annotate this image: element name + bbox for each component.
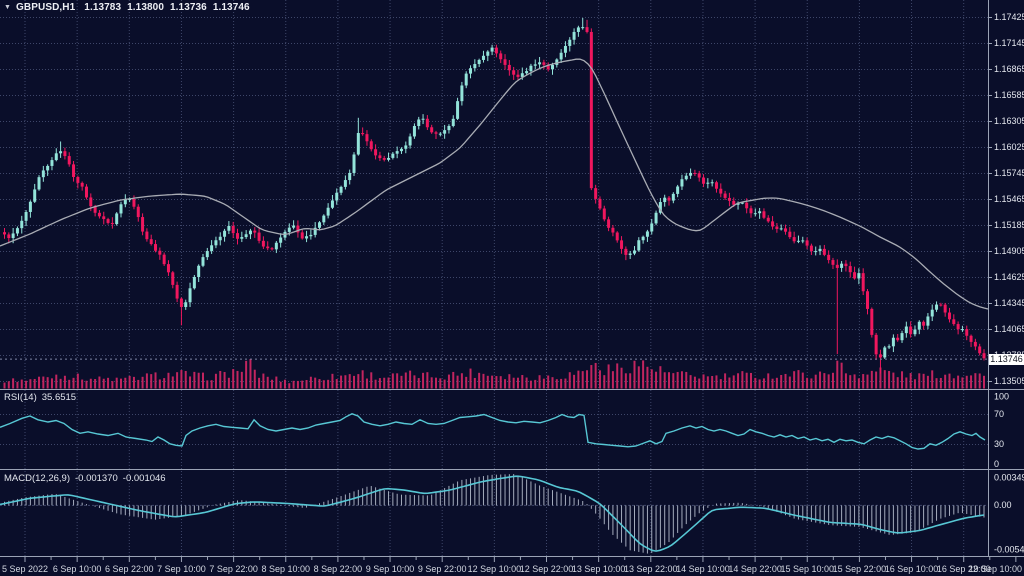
time-axis-label: 14 Sep 22:00 <box>728 564 782 574</box>
svg-text:1.14905: 1.14905 <box>994 246 1024 256</box>
macd-signal-value: -0.001046 <box>122 472 166 484</box>
macd-signal-line <box>0 475 985 552</box>
volume-bars <box>3 359 986 389</box>
svg-text:0: 0 <box>994 459 999 469</box>
symbol-dropdown-icon[interactable]: ▼ <box>4 4 12 11</box>
time-axis-label: 12 Sep 22:00 <box>520 564 574 574</box>
time-axis-label: 14 Sep 10:00 <box>676 564 730 574</box>
quote-close-value: 1.13746 <box>212 2 250 13</box>
time-axis-label: 6 Sep 22:00 <box>105 564 154 574</box>
macd-main-value: -0.001370 <box>75 472 118 484</box>
svg-text:70: 70 <box>994 409 1004 419</box>
svg-text:1.17145: 1.17145 <box>994 38 1024 48</box>
svg-text:0.003497: 0.003497 <box>994 472 1024 482</box>
time-axis-label: 9 Sep 10:00 <box>366 564 415 574</box>
time-scale[interactable] <box>0 557 1024 576</box>
macd-indicator-label: MACD(12,26,9) -0.001370 -0.001046 <box>4 473 171 484</box>
rsi-name: RSI(14) <box>4 392 37 403</box>
time-axis-label: 16 Sep 22:00 <box>937 564 991 574</box>
time-axis[interactable]: 5 Sep 2022 6 Sep 10:006 Sep 22:007 Sep 10… <box>2 557 1022 574</box>
svg-text:30: 30 <box>994 439 1004 449</box>
svg-text:0.00: 0.00 <box>994 500 1012 510</box>
svg-text:1.16025: 1.16025 <box>994 142 1024 152</box>
svg-text:1.15185: 1.15185 <box>994 220 1024 230</box>
symbol-quote-strip[interactable]: ▼ GBPUSD,H1 1.13783 1.13800 1.13736 1.13… <box>4 2 256 13</box>
svg-text:1.17425: 1.17425 <box>994 12 1024 22</box>
macd-name: MACD(12,26,9) <box>4 472 70 484</box>
svg-text:-0.005412: -0.005412 <box>994 544 1024 554</box>
svg-text:1.14345: 1.14345 <box>994 298 1024 308</box>
panel-separators <box>0 0 1024 557</box>
time-axis-label: 16 Sep 10:00 <box>885 564 939 574</box>
time-axis-label: 12 Sep 10:00 <box>468 564 522 574</box>
time-axis-label: 7 Sep 10:00 <box>157 564 206 574</box>
rsi-panel[interactable] <box>0 390 988 470</box>
quote-high-value: 1.13800 <box>127 2 164 13</box>
svg-text:100: 100 <box>994 391 1009 401</box>
svg-text:1.13505: 1.13505 <box>994 376 1024 386</box>
quote-open-value: 1.13783 <box>84 2 122 13</box>
moving-average-line <box>0 58 989 310</box>
svg-text:1.14625: 1.14625 <box>994 272 1024 282</box>
svg-text:1.16865: 1.16865 <box>994 64 1024 74</box>
symbol-timeframe-label: GBPUSD,H1 <box>16 2 76 13</box>
quote-low-value: 1.13736 <box>170 2 207 13</box>
time-axis-label: 15 Sep 10:00 <box>780 564 834 574</box>
time-axis-label: 9 Sep 22:00 <box>418 564 467 574</box>
svg-text:1.16305: 1.16305 <box>994 116 1024 126</box>
current-price-badge: 1.13746 <box>989 353 1024 365</box>
svg-text:1.15465: 1.15465 <box>994 194 1024 204</box>
price-scale[interactable] <box>988 0 1024 557</box>
grid-lines <box>0 0 988 557</box>
time-axis-label: 5 Sep 2022 <box>2 564 48 574</box>
rsi-line <box>0 413 986 450</box>
rsi-current-value: 35.6515 <box>41 392 77 403</box>
svg-text:1.15745: 1.15745 <box>994 168 1024 178</box>
main-chart-panel[interactable] <box>0 0 988 390</box>
time-axis-label: 13 Sep 10:00 <box>572 564 626 574</box>
candlestick-series <box>3 17 986 374</box>
time-axis-label: 13 Sep 22:00 <box>624 564 678 574</box>
rsi-indicator-label: RSI(14) 35.6515 <box>4 392 81 403</box>
svg-text:1.16585: 1.16585 <box>994 90 1024 100</box>
time-axis-label: 6 Sep 10:00 <box>53 564 102 574</box>
time-axis-label: 19 Sep 10:00 <box>968 564 1022 574</box>
time-axis-label: 8 Sep 22:00 <box>314 564 363 574</box>
svg-text:1.14065: 1.14065 <box>994 324 1024 334</box>
time-axis-label: 8 Sep 10:00 <box>261 564 310 574</box>
time-axis-label: 7 Sep 22:00 <box>209 564 258 574</box>
time-axis-label: 15 Sep 22:00 <box>833 564 887 574</box>
